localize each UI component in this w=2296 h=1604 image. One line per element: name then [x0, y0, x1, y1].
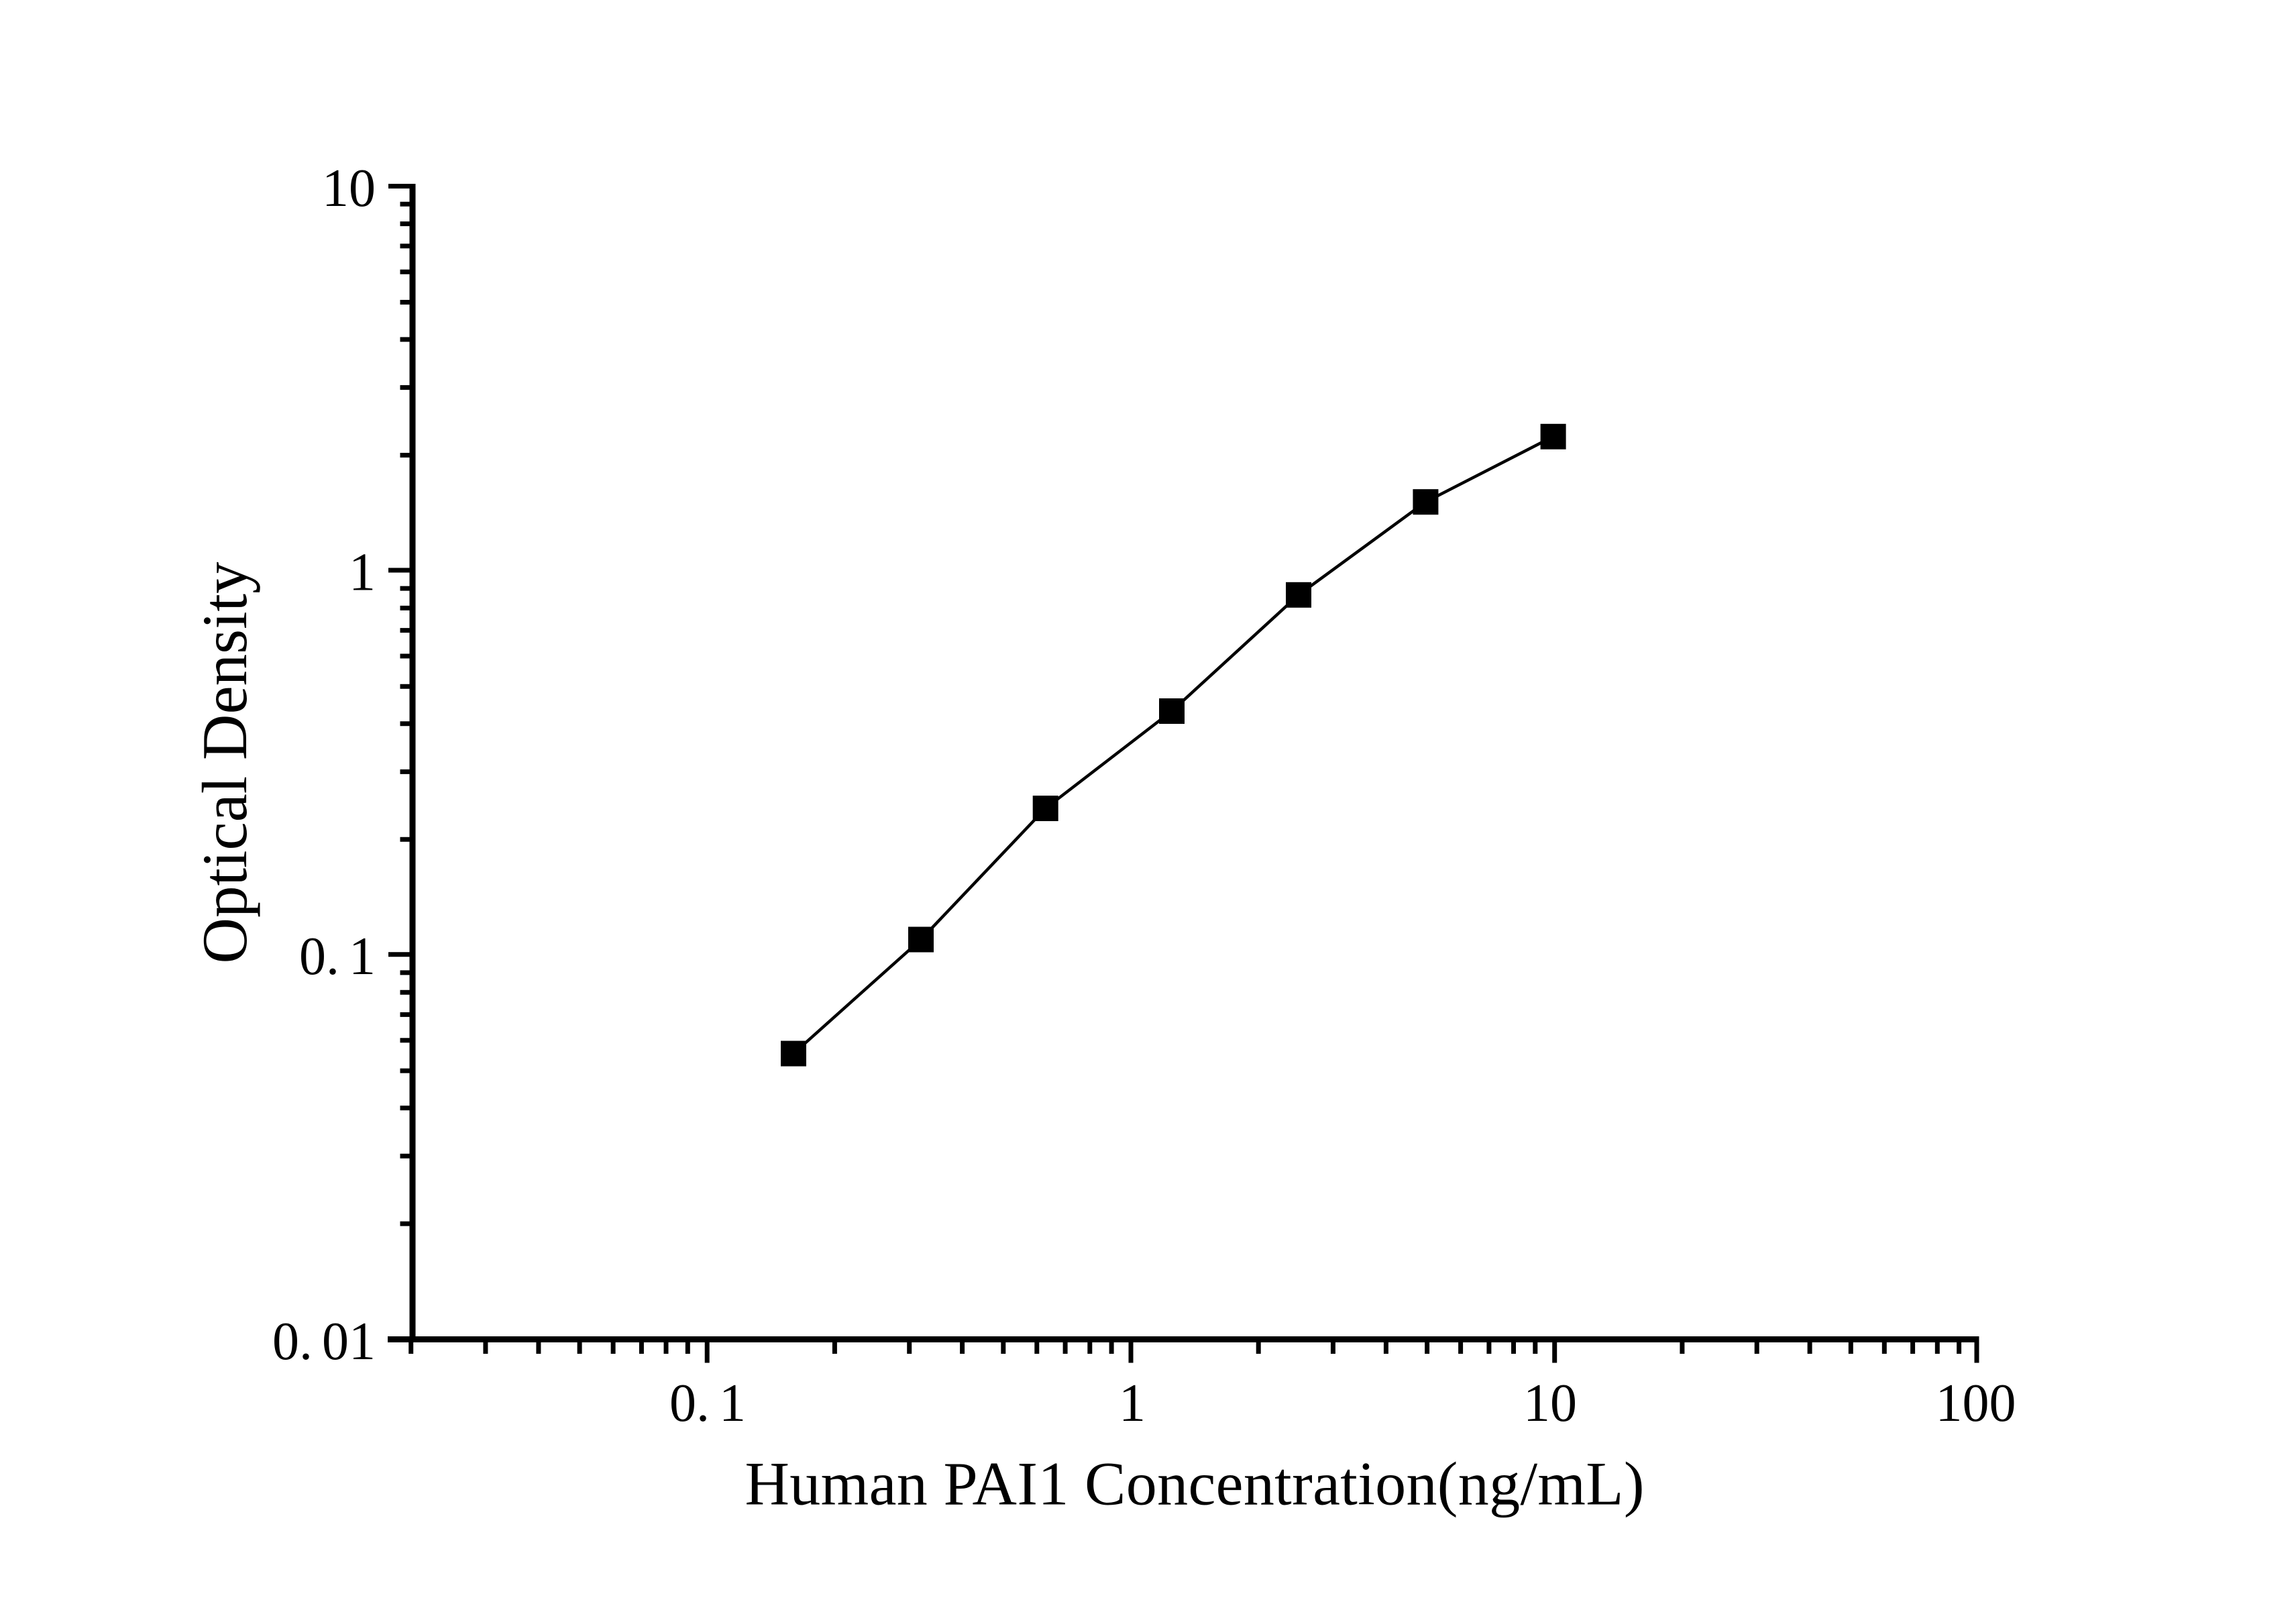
svg-text:Optical Density: Optical Density: [189, 562, 260, 963]
svg-text:0.01: 0. 01: [272, 1312, 376, 1371]
svg-text:1: 1: [349, 543, 376, 602]
svg-text:10: 10: [322, 159, 376, 218]
svg-text:1: 1: [1119, 1374, 1146, 1433]
svg-text:Human PAI1 Concentration(ng/mL: Human PAI1 Concentration(ng/mL): [745, 1450, 1645, 1518]
svg-text:10: 10: [1523, 1374, 1577, 1433]
svg-text:0.1: 0. 1: [299, 927, 376, 986]
svg-text:0.1: 0. 1: [669, 1374, 746, 1433]
svg-text:100: 100: [1936, 1374, 2016, 1433]
